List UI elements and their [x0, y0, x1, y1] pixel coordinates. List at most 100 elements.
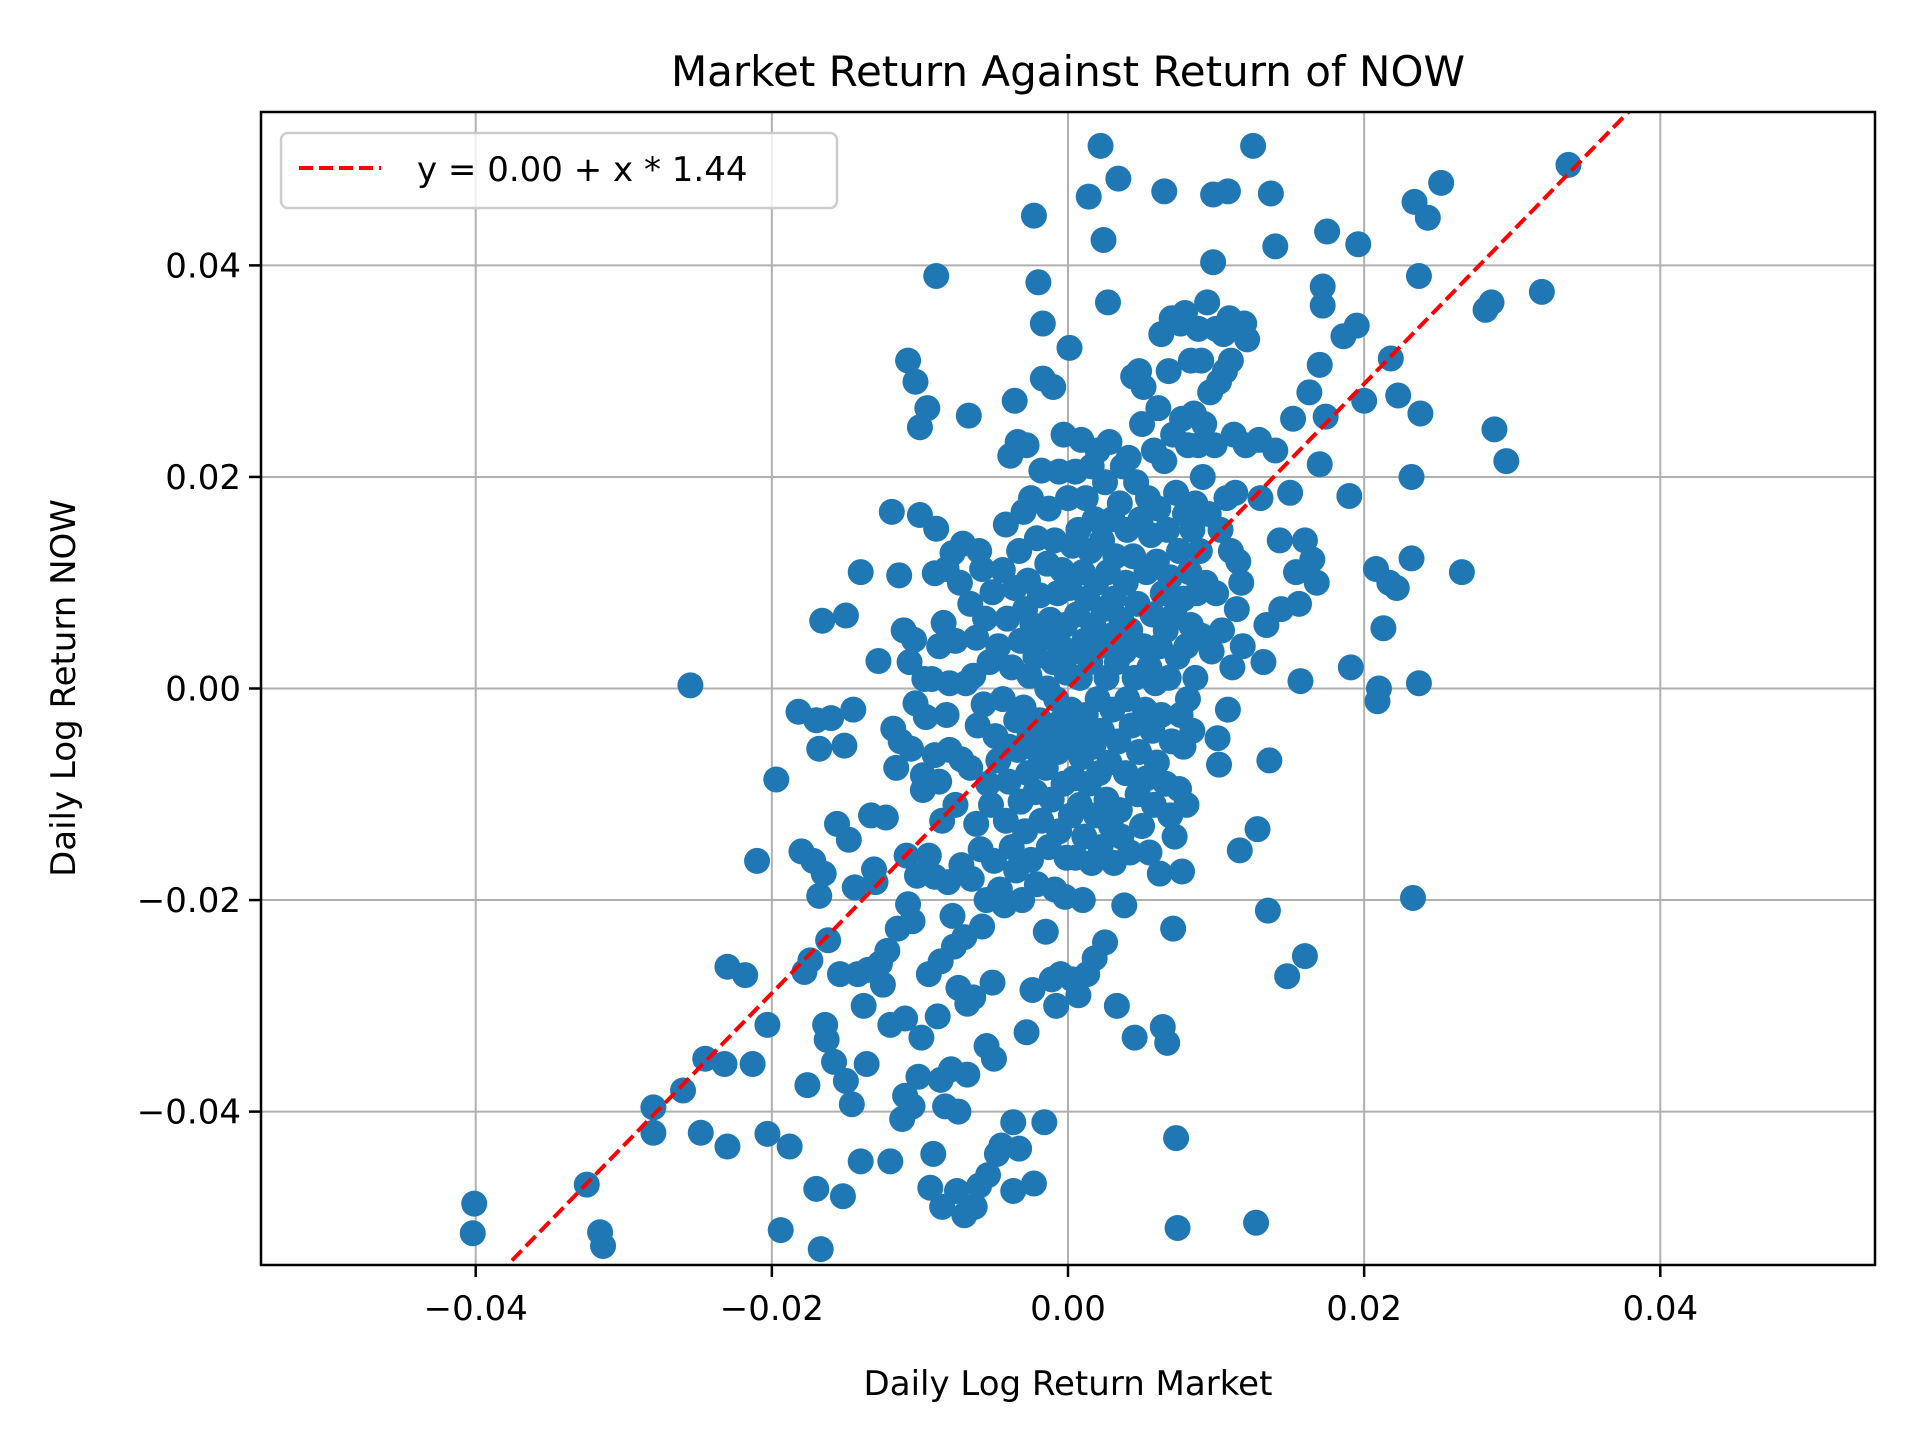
data-point [1240, 132, 1267, 159]
data-point [763, 766, 790, 793]
data-point [1262, 437, 1289, 464]
data-point [818, 705, 845, 732]
regression-line [504, 112, 1632, 1265]
grid-lines [261, 112, 1875, 1265]
data-point [980, 847, 1007, 874]
legend-box [279, 131, 839, 210]
data-point [1306, 351, 1333, 378]
data-point [960, 984, 987, 1011]
data-point [1206, 751, 1233, 778]
data-point [865, 647, 892, 674]
data-point [1398, 545, 1425, 572]
data-point [1291, 943, 1318, 970]
data-point [933, 701, 960, 728]
data-point [1383, 575, 1410, 602]
data-point [958, 865, 985, 892]
data-point [832, 1067, 859, 1094]
data-point [1019, 976, 1046, 1003]
data-point [1179, 516, 1206, 543]
fit-line [504, 112, 1632, 1265]
data-point [1400, 884, 1427, 911]
data-point [1257, 180, 1284, 207]
data-point [461, 1190, 488, 1217]
data-point [992, 807, 1019, 834]
data-point [917, 1174, 944, 1201]
data-point [946, 569, 973, 596]
data-point [1256, 747, 1283, 774]
data-point [899, 908, 926, 935]
data-point [1365, 675, 1392, 702]
data-point [1145, 495, 1172, 522]
data-point [1200, 249, 1227, 276]
data-point [821, 1048, 848, 1075]
data-point [901, 626, 928, 653]
data-point [1312, 403, 1339, 430]
data-point [972, 605, 999, 632]
data-point [979, 579, 1006, 606]
data-point [912, 704, 939, 731]
data-point [926, 768, 953, 795]
data-point [803, 1175, 830, 1202]
data-point [832, 602, 859, 629]
data-point [1164, 1214, 1191, 1241]
data-point [1337, 654, 1364, 681]
data-point [920, 1140, 947, 1167]
data-point [807, 1236, 834, 1263]
x-tick-label: 0.00 [1030, 1289, 1106, 1329]
data-point [872, 804, 899, 831]
data-point [1092, 929, 1119, 956]
data-point [1013, 432, 1040, 459]
data-point [1182, 664, 1209, 691]
data-point [1280, 405, 1307, 432]
y-tick-label: 0.02 [165, 458, 241, 498]
data-point [1174, 686, 1201, 713]
data-point [1229, 633, 1256, 660]
data-point [1092, 469, 1119, 496]
data-point [1243, 1209, 1270, 1236]
data-point [1056, 334, 1083, 361]
data-point [1000, 1177, 1027, 1204]
y-tick-label: −0.04 [137, 1093, 241, 1133]
data-point [1031, 1109, 1058, 1136]
data-point [1314, 218, 1341, 245]
data-point [640, 1094, 667, 1121]
data-point [1154, 516, 1181, 543]
data-point [1254, 897, 1281, 924]
data-point [1493, 448, 1520, 475]
data-point [1201, 432, 1228, 459]
data-point [1277, 479, 1304, 506]
data-point [1013, 1019, 1040, 1046]
data-point [1081, 506, 1108, 533]
data-point [776, 1133, 803, 1160]
data-point [640, 1119, 667, 1146]
data-point [670, 1077, 697, 1104]
data-point [829, 1183, 856, 1210]
data-point [1198, 638, 1225, 665]
data-point [1121, 1024, 1148, 1051]
data-point [1555, 151, 1582, 178]
data-point [744, 847, 771, 874]
data-point [1025, 269, 1052, 296]
data-point [939, 902, 966, 929]
data-point [1478, 289, 1505, 316]
data-point [963, 810, 990, 837]
data-point [1020, 202, 1047, 229]
data-point [1351, 387, 1378, 414]
chart-title: Market Return Against Return of NOW [671, 47, 1465, 96]
data-point [1228, 569, 1255, 596]
data-point [989, 686, 1016, 713]
data-point [1217, 347, 1244, 374]
data-point [1130, 374, 1157, 401]
data-point [898, 735, 925, 762]
data-point [1405, 670, 1432, 697]
data-point [1222, 479, 1249, 506]
data-point [1146, 860, 1173, 887]
data-point [1287, 668, 1314, 695]
data-point [1032, 918, 1059, 945]
data-point [1407, 400, 1434, 427]
data-point [806, 882, 833, 909]
data-point [1414, 204, 1441, 231]
data-point [1370, 615, 1397, 642]
data-point [1112, 569, 1139, 596]
